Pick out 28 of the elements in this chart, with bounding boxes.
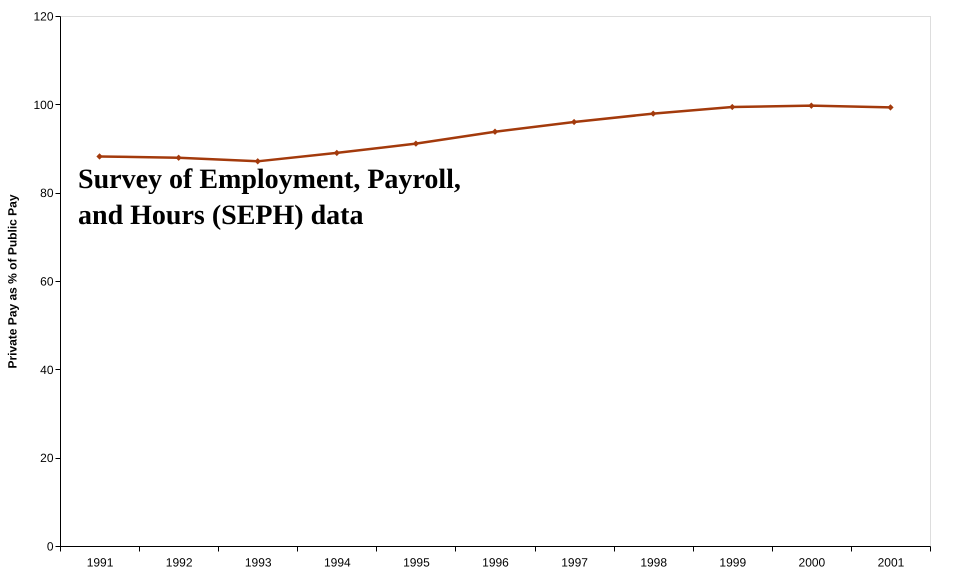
y-tick-label: 20 xyxy=(40,451,54,466)
point xyxy=(570,118,578,126)
point xyxy=(96,153,103,160)
x-tick-label: 1997 xyxy=(561,556,588,570)
y-tick-label: 60 xyxy=(40,274,54,288)
x-tick-label: 2001 xyxy=(878,556,905,570)
point xyxy=(887,104,894,111)
x-tick-label: 1996 xyxy=(482,556,510,570)
x-tick-label: 2000 xyxy=(798,556,826,570)
x-tick-label: 1994 xyxy=(324,556,351,570)
x-tick-label: 1999 xyxy=(719,556,746,570)
x-tick-label: 1991 xyxy=(86,556,114,570)
point xyxy=(729,104,736,110)
y-tick-label: 40 xyxy=(40,362,54,377)
annotation: Survey of Employment, Payroll, and Hours (SEPH) data xyxy=(78,164,461,231)
y-tick-label: 0 xyxy=(46,540,54,554)
point xyxy=(334,150,340,156)
point xyxy=(412,140,420,147)
y-tick-label: 100 xyxy=(33,98,54,112)
y-axis-title: Private Pay as % of Public Pay xyxy=(5,194,20,369)
x-tick-label: 1992 xyxy=(166,556,193,570)
y-tick-label: 80 xyxy=(40,186,54,200)
x-tick-label: 1998 xyxy=(640,556,668,570)
x-tick-label: 1993 xyxy=(244,556,272,570)
point xyxy=(492,128,498,135)
x-tick-label: 1995 xyxy=(403,556,430,570)
y-tick-label: 120 xyxy=(33,10,54,24)
point xyxy=(650,110,656,117)
